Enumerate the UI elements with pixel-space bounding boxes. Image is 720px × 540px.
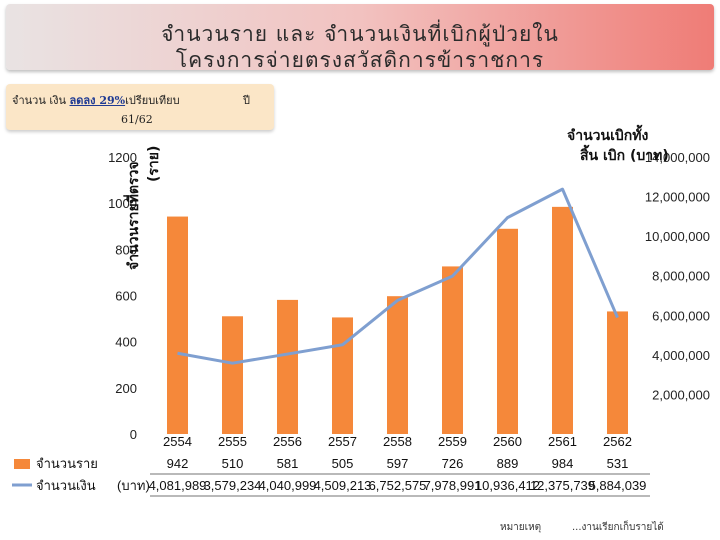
bar-2562 [607,311,628,434]
note-line-2: 61/62 [121,113,153,126]
title-banner: จำนวนราย และ จำนวนเงินที่เบิกผู้ป่วยใน โ… [6,4,714,72]
y-right-title-1: จำนวนเบิกทั้ง [567,124,648,144]
bar-2554 [167,216,188,434]
amount-value-2555: 3,579,234 [204,478,262,493]
legend-label-count: จำนวนราย [36,456,98,471]
amount-value-2560: 10,936,412 [475,478,540,493]
category-label-2560: 2560 [493,434,522,449]
y-left-tick-1000: 1000 [108,196,137,211]
title-line-1: จำนวนราย และ จำนวนเงินที่เบิกผู้ป่วยใน [161,22,559,46]
y-left-tick-600: 600 [115,289,137,304]
y-right-tick-6,000,000: 6,000,000 [652,308,710,323]
bar-2560 [497,228,518,434]
count-value-2560: 889 [497,456,519,471]
note-line-1: จำนวน เงิน ลดลง 29%เปรียบเทียบ [12,91,180,109]
count-value-2556: 581 [277,456,299,471]
y-left-tick-1200: 1200 [108,150,137,165]
y-left-tick-200: 200 [115,381,137,396]
y-left-title-1: จำนวนรายที่ตรวจ [123,161,142,270]
amount-value-2554: 4,081,989 [149,478,207,493]
amount-value-2562: 5,884,039 [589,478,647,493]
category-label-2556: 2556 [273,434,302,449]
amount-line [177,187,619,365]
amount-value-2559: 7,978,991 [424,478,482,493]
y-right-tick-14,000,000: 14,000,000 [645,150,710,165]
bar-2559 [442,266,463,434]
count-value-2559: 726 [442,456,464,471]
amount-value-2558: 6,752,575 [369,478,427,493]
count-value-2561: 984 [552,456,574,471]
bar-2556 [277,299,298,434]
count-value-2557: 505 [332,456,354,471]
note-prefix: จำนวน เงิน [12,94,66,107]
y-left-tick-400: 400 [115,335,137,350]
amount-value-2561: 12,375,739 [530,478,595,493]
y-right-tick-8,000,000: 8,000,000 [652,269,710,284]
category-label-2558: 2558 [383,434,412,449]
count-value-2554: 942 [167,456,189,471]
y-right-tick-12,000,000: 12,000,000 [645,190,710,205]
y-right-tick-4,000,000: 4,000,000 [652,348,710,363]
bar-2558 [387,296,408,434]
y-right-title-2: สิ้น เบิก (บาท) [580,144,669,164]
bar-2561 [552,206,573,434]
y-left-title-2: (ราย) [146,146,162,182]
legend-swatch-count [14,459,30,469]
category-label-2559: 2559 [438,434,467,449]
legend-label-amount: จำนวนเงิน [36,478,96,493]
y-right-tick-10,000,000: 10,000,000 [645,229,710,244]
category-label-2555: 2555 [218,434,247,449]
category-label-2554: 2554 [163,434,192,449]
category-label-2561: 2561 [548,434,577,449]
footer-note-left: หมายเหตุ [500,522,542,533]
note-suffix: เปรียบเทียบ [125,94,180,107]
category-label-2562: 2562 [603,434,632,449]
footer-note-right: ...งานเรียกเก็บรายได้ [572,522,664,533]
note-highlight: ลดลง 29% [69,94,126,107]
y-left-tick-0: 0 [130,427,137,442]
note-box: จำนวน เงิน ลดลง 29%เปรียบเทียบ 61/62 [6,84,274,130]
amount-value-2557: 4,509,213 [314,478,372,493]
y-left-tick-800: 800 [115,242,137,257]
y-right-tick-2,000,000: 2,000,000 [652,387,710,402]
bar-2557 [332,317,353,434]
category-label-2557: 2557 [328,434,357,449]
bar-2555 [222,316,243,434]
count-value-2562: 531 [607,456,629,471]
note-tail: ปี [243,94,250,107]
title-line-2: โครงการจ่ายตรงสวัสดิการข้าราชการ [175,48,545,72]
amount-value-2556: 4,040,999 [259,478,317,493]
amount-unit-label: (บาท) [117,478,150,493]
count-value-2558: 597 [387,456,409,471]
count-value-2555: 510 [222,456,244,471]
